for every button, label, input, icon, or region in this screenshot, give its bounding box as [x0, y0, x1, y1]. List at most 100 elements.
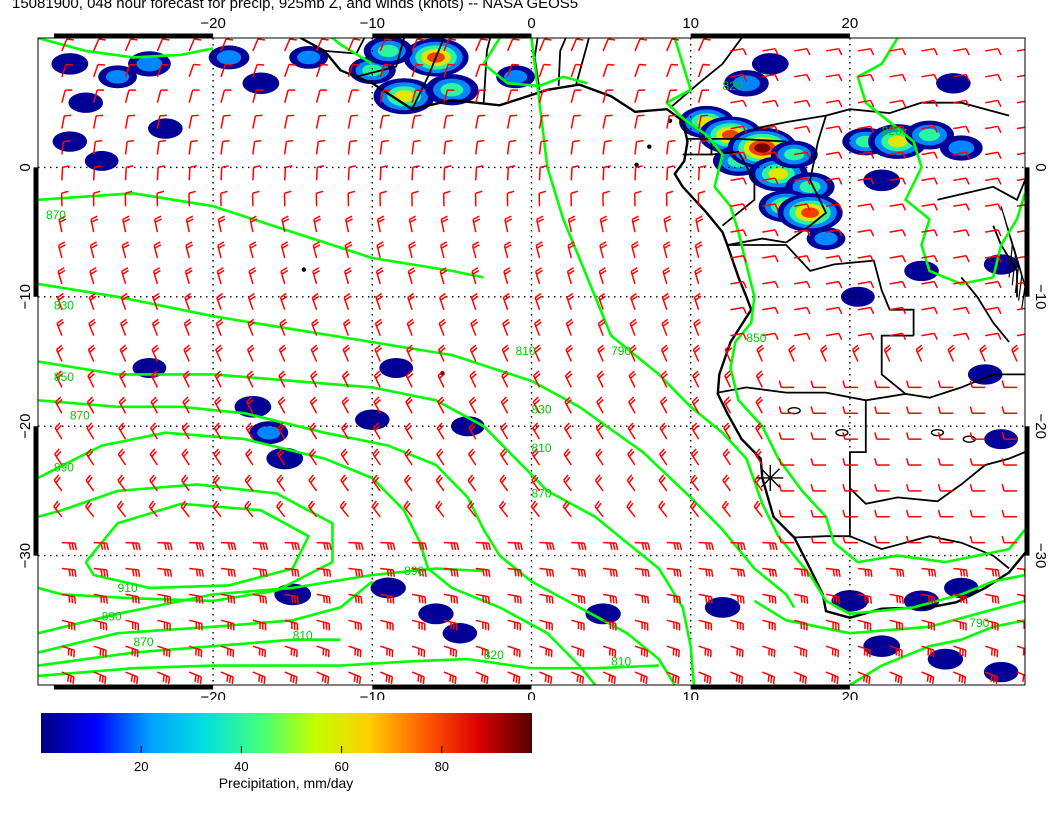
barb-flag: [375, 318, 382, 325]
wind-barb: [61, 165, 70, 181]
wind-barb: [412, 541, 428, 551]
wind-barb: [889, 619, 904, 631]
wind-barb: [889, 306, 907, 315]
wind-barb: [889, 593, 904, 604]
barb-flag: [937, 535, 942, 543]
barb-flag: [228, 675, 232, 683]
barb-shaft: [188, 115, 193, 129]
wind-barb: [762, 125, 779, 133]
wind-barb: [56, 318, 65, 336]
barb-shaft: [506, 64, 513, 78]
wind-barb: [889, 203, 907, 211]
barb-flag: [629, 318, 637, 325]
wind-barb: [315, 190, 324, 207]
wind-barb: [470, 318, 479, 336]
wind-barb: [889, 125, 907, 133]
barb-flag: [703, 674, 707, 682]
wind-barb: [501, 370, 509, 388]
barb-shaft: [475, 64, 481, 78]
barb-flag: [565, 370, 572, 377]
barb-flag: [244, 474, 251, 481]
wind-barb: [825, 332, 843, 341]
barb-flag: [695, 269, 703, 275]
barb-shaft: [921, 619, 935, 625]
barb-flag: [532, 476, 539, 484]
precip-ring: [503, 70, 528, 84]
wind-barb: [93, 541, 110, 551]
barb-flag: [566, 292, 574, 299]
wind-barb: [121, 241, 130, 259]
barb-shaft: [563, 427, 572, 440]
barb-shaft: [475, 593, 489, 598]
barb-flag: [151, 398, 159, 405]
wind-barb: [874, 432, 890, 440]
barb-flag: [536, 215, 544, 221]
barb-flag: [821, 347, 828, 353]
barb-flag: [259, 542, 263, 550]
barb-flag: [597, 424, 604, 431]
wind-barb: [437, 344, 446, 362]
barb-flag: [539, 190, 547, 194]
barb-flag: [838, 229, 843, 237]
barb-flag: [100, 595, 103, 603]
wind-barb: [794, 125, 811, 133]
wind-barb: [953, 99, 970, 108]
wind-barb: [347, 114, 358, 129]
wind-barb: [315, 139, 326, 155]
barb-flag: [473, 218, 481, 223]
wind-barb: [284, 645, 298, 658]
barb-flag: [71, 542, 75, 551]
wind-barb: [571, 671, 585, 684]
barb-flag: [180, 500, 186, 508]
barb-flag: [157, 165, 166, 169]
wind-barb: [85, 448, 95, 466]
wind-barb: [825, 229, 843, 237]
barb-flag: [965, 333, 970, 341]
barb-flag: [724, 344, 732, 351]
barb-flag: [842, 380, 846, 388]
barb-flag: [377, 244, 385, 249]
wind-barb: [753, 500, 763, 518]
barb-shaft: [531, 453, 541, 466]
barb-flag: [677, 676, 680, 684]
barb-flag: [778, 509, 782, 517]
precip-ring: [132, 357, 167, 378]
barb-flag: [439, 267, 447, 273]
barb-flag: [663, 295, 670, 301]
wind-barb: [411, 89, 423, 103]
wind-barb: [347, 38, 361, 52]
barb-flag: [148, 500, 155, 508]
wind-barb: [469, 344, 478, 362]
wind-barb: [937, 406, 954, 415]
barb-shaft: [252, 567, 266, 571]
marker-stroke: [760, 468, 780, 488]
wind-barb: [567, 215, 576, 233]
wind-barb: [442, 190, 451, 207]
barb-flag: [105, 569, 109, 577]
barb-shaft: [61, 38, 68, 52]
barb-shaft: [1016, 126, 1025, 130]
barb-shaft: [92, 89, 98, 103]
wind-barb: [61, 671, 75, 684]
wind-barb: [502, 318, 510, 336]
barb-flag: [997, 151, 1002, 159]
barb-flag: [658, 474, 665, 481]
lon-tick-label-bottom: −20: [200, 689, 225, 700]
wind-barb: [411, 38, 425, 52]
barb-flag: [276, 474, 283, 481]
wind-barb: [693, 318, 701, 336]
barb-flag: [186, 218, 194, 223]
barb-flag: [838, 203, 843, 211]
barb-shaft: [348, 619, 362, 625]
barb-flag: [62, 165, 70, 169]
wind-barb: [755, 370, 764, 388]
barb-flag: [183, 398, 190, 405]
wind-barb: [474, 190, 483, 207]
barb-flag: [810, 406, 814, 414]
barb-shaft: [124, 89, 130, 103]
barb-flag: [842, 535, 846, 543]
precip-ring: [266, 447, 304, 470]
wind-barb: [602, 139, 612, 155]
barb-flag: [997, 74, 1002, 82]
wind-barb: [503, 267, 512, 285]
